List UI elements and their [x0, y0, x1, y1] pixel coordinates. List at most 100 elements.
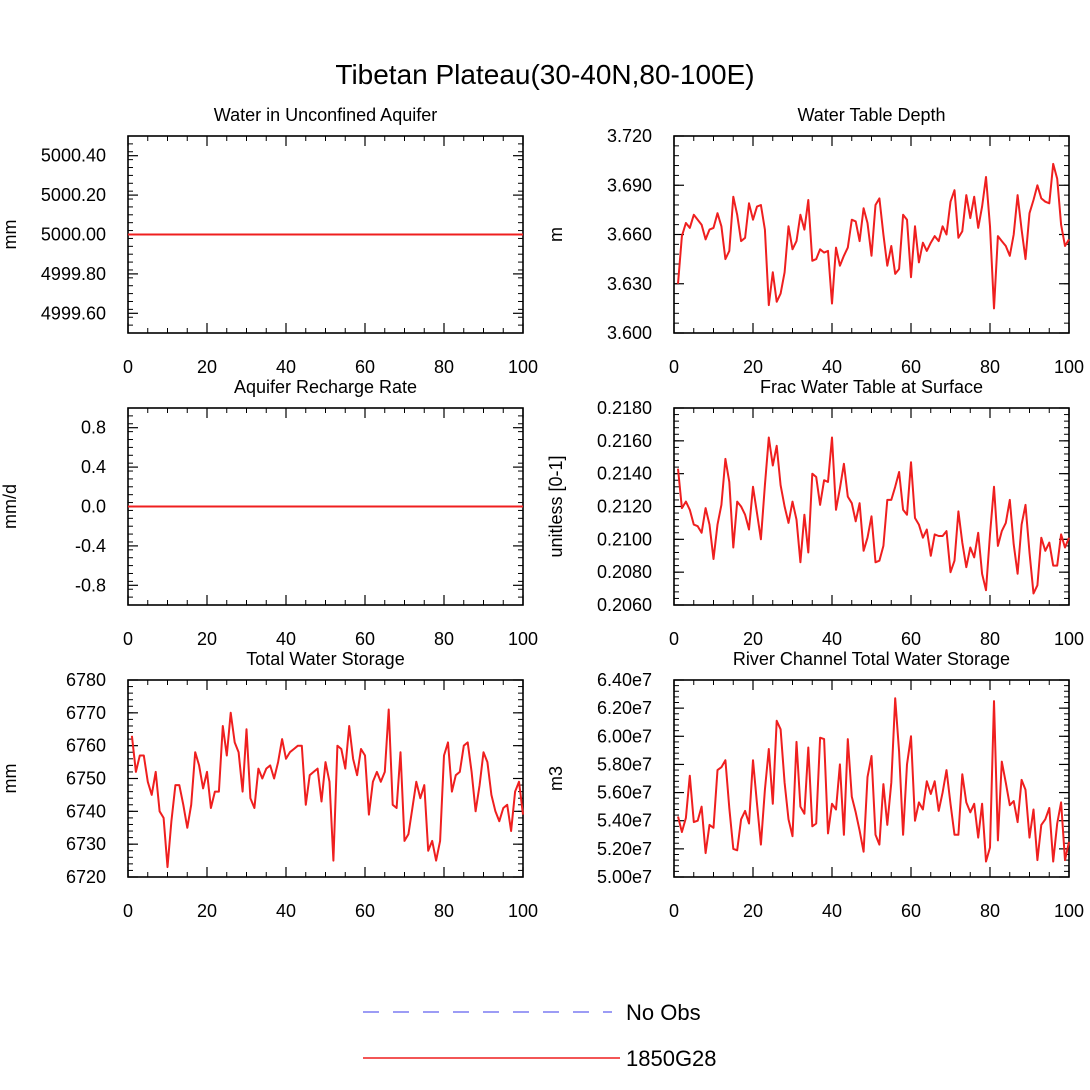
- y-tick-label: 6730: [66, 834, 106, 854]
- panel-water-in-unconfined-aquifer: Water in Unconfined Aquifer mm 0 20 40 60 80 10…: [0, 105, 538, 377]
- y-tick-label: 0.2180: [597, 398, 652, 418]
- x-tick-label: 20: [743, 629, 763, 649]
- y-tick-label: 0.2100: [597, 529, 652, 549]
- y-tick-label: 3.690: [607, 175, 652, 195]
- y-tick-label: -0.4: [75, 536, 106, 556]
- x-tick-label: 0: [123, 357, 133, 377]
- x-tick-label: 20: [743, 901, 763, 921]
- y-tick-label: 3.630: [607, 274, 652, 294]
- y-tick-label: 0.2160: [597, 431, 652, 451]
- y-tick-label: 5000.00: [41, 225, 106, 245]
- y-tick-label: 6740: [66, 801, 106, 821]
- x-tick-label: 80: [980, 629, 1000, 649]
- x-tick-label: 20: [743, 357, 763, 377]
- series-line-1850g28: [130, 708, 524, 869]
- figure-title: Tibetan Plateau(30-40N,80-100E): [335, 59, 754, 90]
- x-tick-label: 80: [980, 357, 1000, 377]
- legend-label-no-obs: No Obs: [626, 1000, 701, 1025]
- y-tick-label: 3.600: [607, 323, 652, 343]
- y-tick-label: 6750: [66, 769, 106, 789]
- y-tick-label: 0.8: [81, 418, 106, 438]
- x-tick-label: 0: [669, 357, 679, 377]
- x-tick-label: 60: [355, 901, 375, 921]
- x-tick-label: 60: [901, 901, 921, 921]
- panels: Water in Unconfined Aquifer mm 0 20 40 60 80 10…: [0, 105, 1084, 921]
- x-tick-label: 60: [901, 629, 921, 649]
- x-tick-label: 40: [276, 357, 296, 377]
- y-tick-label: 4999.60: [41, 303, 106, 323]
- x-tick-label: 0: [123, 629, 133, 649]
- x-tick-label: 40: [276, 901, 296, 921]
- panel-title: Total Water Storage: [246, 649, 404, 669]
- panel-river-channel-total-water-storage: River Channel Total Water Storage m3 0 20 40…: [546, 649, 1084, 921]
- x-tick-label: 20: [197, 901, 217, 921]
- x-tick-label: 80: [434, 629, 454, 649]
- x-tick-label: 100: [1054, 901, 1084, 921]
- y-tick-label: 5.40e7: [597, 811, 652, 831]
- y-tick-label: 0.2140: [597, 464, 652, 484]
- y-axis-label: m: [546, 227, 566, 242]
- x-tick-label: 80: [434, 901, 454, 921]
- panel-total-water-storage: Total Water Storage mm 0 20 40 60 80 100 6720 673…: [0, 649, 538, 921]
- y-tick-label: 5.60e7: [597, 783, 652, 803]
- panel-title: Water in Unconfined Aquifer: [214, 105, 437, 125]
- legend-label-1850g28: 1850G28: [626, 1046, 717, 1071]
- panel-frac-water-table-at-surface: Frac Water Table at Surface unitless [0-1…: [546, 377, 1084, 649]
- y-tick-label: 6760: [66, 736, 106, 756]
- x-tick-label: 100: [1054, 629, 1084, 649]
- x-tick-label: 80: [980, 901, 1000, 921]
- x-tick-label: 40: [276, 629, 296, 649]
- panel-title: Water Table Depth: [797, 105, 945, 125]
- y-tick-label: 6770: [66, 703, 106, 723]
- panel-water-table-depth: Water Table Depth m 0 20 40 60 80 100 3.600 3.630…: [546, 105, 1084, 377]
- x-tick-label: 100: [1054, 357, 1084, 377]
- x-tick-label: 60: [355, 629, 375, 649]
- x-tick-label: 0: [669, 629, 679, 649]
- legend: No Obs 1850G28: [363, 1000, 717, 1071]
- x-tick-label: 100: [508, 629, 538, 649]
- y-tick-label: 0.0: [81, 497, 106, 517]
- y-tick-label: 5000.20: [41, 185, 106, 205]
- x-tick-label: 0: [123, 901, 133, 921]
- y-tick-label: 0.4: [81, 457, 106, 477]
- panel-aquifer-recharge-rate: Aquifer Recharge Rate mm/d 0 20 40 60 80 100 -0.…: [0, 377, 538, 649]
- y-tick-label: 4999.80: [41, 264, 106, 284]
- plot-frame: [673, 135, 1070, 334]
- x-tick-label: 80: [434, 357, 454, 377]
- x-tick-label: 60: [901, 357, 921, 377]
- y-tick-label: 6.00e7: [597, 726, 652, 746]
- series-line-1850g28: [677, 162, 1070, 310]
- y-tick-label: 5.20e7: [597, 839, 652, 859]
- y-tick-label: 6720: [66, 867, 106, 887]
- y-tick-label: 0.2060: [597, 595, 652, 615]
- y-tick-label: 3.660: [607, 225, 652, 245]
- y-tick-label: 6.20e7: [597, 698, 652, 718]
- x-tick-label: 40: [822, 357, 842, 377]
- panel-title: Aquifer Recharge Rate: [234, 377, 417, 397]
- x-tick-label: 20: [197, 629, 217, 649]
- panel-title: River Channel Total Water Storage: [733, 649, 1010, 669]
- x-tick-label: 20: [197, 357, 217, 377]
- x-tick-label: 60: [355, 357, 375, 377]
- y-axis-label: mm: [0, 220, 20, 250]
- series-line-1850g28: [677, 436, 1070, 595]
- y-tick-label: 0.2080: [597, 562, 652, 582]
- y-tick-label: 5.00e7: [597, 867, 652, 887]
- y-tick-label: 6.40e7: [597, 670, 652, 690]
- x-tick-label: 0: [669, 901, 679, 921]
- plot-frame: [127, 679, 524, 878]
- y-tick-label: 5000.40: [41, 146, 106, 166]
- series-line-1850g28: [677, 697, 1070, 863]
- y-axis-label: m3: [546, 766, 566, 791]
- panel-title: Frac Water Table at Surface: [760, 377, 983, 397]
- y-tick-label: 5.80e7: [597, 754, 652, 774]
- y-axis-label: unitless [0-1]: [546, 455, 566, 557]
- x-tick-label: 40: [822, 901, 842, 921]
- y-tick-label: 0.2120: [597, 497, 652, 517]
- y-tick-label: -0.8: [75, 575, 106, 595]
- y-tick-label: 3.720: [607, 126, 652, 146]
- y-tick-label: 6780: [66, 670, 106, 690]
- y-axis-label: mm: [0, 764, 20, 794]
